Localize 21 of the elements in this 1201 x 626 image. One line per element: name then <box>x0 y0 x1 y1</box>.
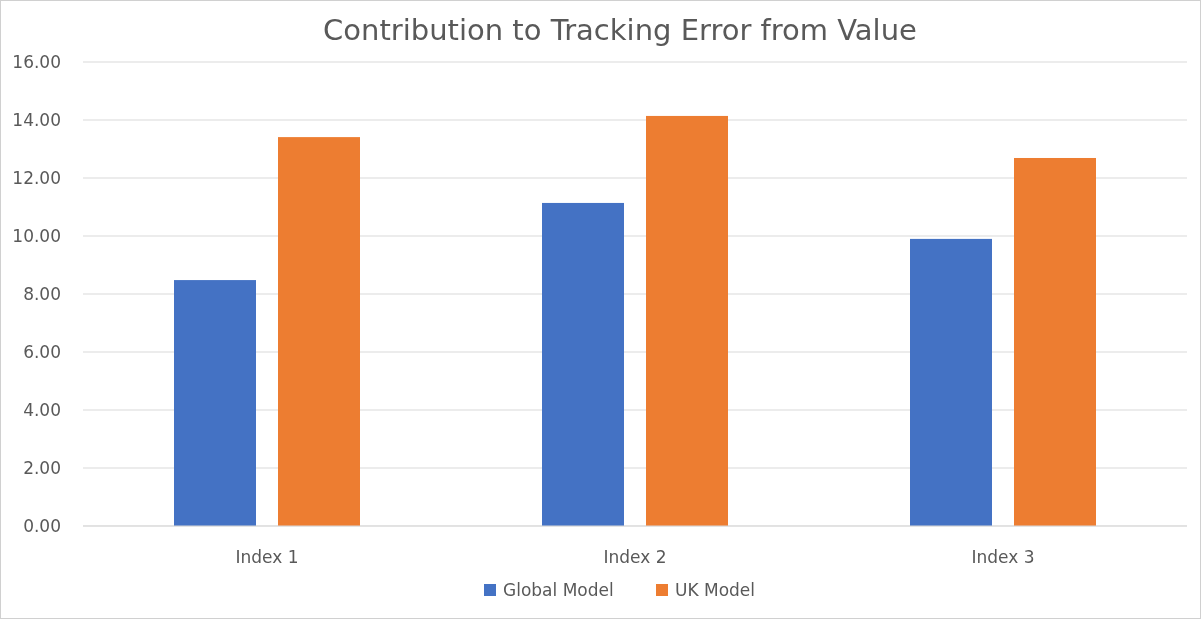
bar <box>542 202 624 526</box>
y-tick-label: 14.00 <box>12 109 61 130</box>
bar <box>910 238 992 526</box>
y-tick-label: 8.00 <box>23 283 61 304</box>
bar <box>278 137 360 526</box>
bar <box>646 115 728 526</box>
y-tick-label: 0.00 <box>23 515 61 536</box>
legend-label: UK Model <box>675 580 756 600</box>
y-tick-label: 2.00 <box>23 457 61 478</box>
y-tick-label: 10.00 <box>12 225 61 246</box>
x-tick-label: Index 1 <box>235 547 299 567</box>
y-tick-label: 16.00 <box>12 51 61 72</box>
legend-label: Global Model <box>503 580 614 600</box>
y-tick-label: 6.00 <box>23 341 61 362</box>
y-tick-label: 4.00 <box>23 399 61 420</box>
x-tick-label: Index 2 <box>603 547 667 567</box>
x-tick-label: Index 3 <box>971 547 1035 567</box>
y-tick-label: 12.00 <box>12 167 61 188</box>
bar <box>1014 157 1096 526</box>
bar <box>174 280 256 526</box>
chart-title: Contribution to Tracking Error from Value <box>323 13 917 47</box>
